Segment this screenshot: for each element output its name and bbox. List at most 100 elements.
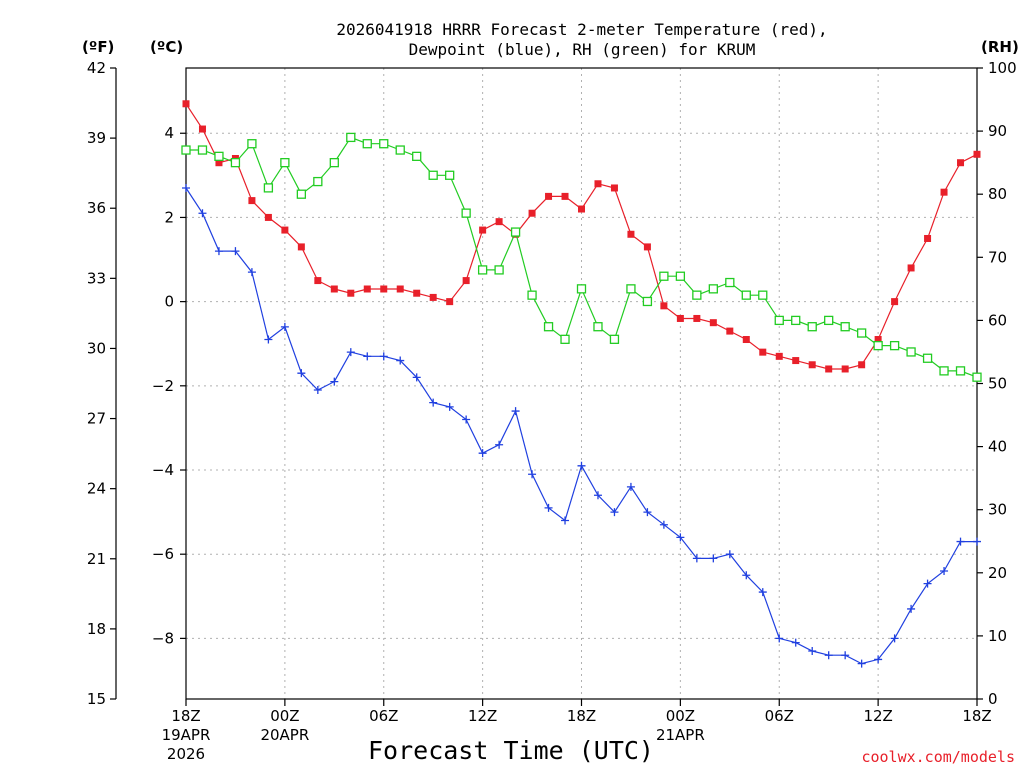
x-tick-label: 06Z bbox=[369, 707, 398, 725]
fahrenheit-tick-label: 24 bbox=[87, 480, 106, 498]
temperature-point bbox=[676, 314, 684, 322]
temperature-point bbox=[858, 361, 866, 369]
x-axis-label: Forecast Time (UTC) bbox=[368, 736, 654, 765]
dewpoint-point bbox=[643, 508, 652, 517]
temperature-point bbox=[198, 125, 206, 133]
x-tick-label: 18Z bbox=[567, 707, 596, 725]
temperature-point bbox=[693, 314, 701, 322]
rh-tick-label: 30 bbox=[988, 501, 1007, 519]
temperature-point bbox=[479, 226, 487, 234]
dewpoint-point bbox=[429, 398, 438, 407]
temperature-point bbox=[660, 302, 668, 310]
series bbox=[181, 100, 982, 668]
dewpoint-point bbox=[330, 377, 339, 386]
temperature-point bbox=[330, 285, 338, 293]
fahrenheit-tick-label: 36 bbox=[87, 199, 106, 217]
dewpoint-point bbox=[973, 537, 981, 546]
rh-point bbox=[214, 151, 224, 161]
dewpoint-point bbox=[346, 348, 355, 357]
dewpoint-point bbox=[231, 247, 240, 256]
dewpoint-point bbox=[841, 651, 850, 660]
temperature-point bbox=[561, 192, 569, 200]
dewpoint-point bbox=[742, 571, 751, 580]
dewpoint-point bbox=[923, 579, 932, 588]
dewpoint-point bbox=[264, 335, 273, 344]
credit-text: coolwx.com/models bbox=[861, 748, 1015, 766]
temperature-point bbox=[429, 293, 437, 301]
dewpoint-point bbox=[396, 356, 405, 365]
temperature-point bbox=[446, 298, 454, 306]
temperature-point bbox=[594, 180, 602, 188]
rh-point bbox=[692, 290, 702, 300]
rh-point bbox=[346, 132, 356, 143]
temperature-point bbox=[924, 234, 932, 242]
x-tick-year-label: 2026 bbox=[167, 745, 205, 763]
rh-point bbox=[807, 322, 817, 332]
rh-point bbox=[725, 277, 735, 288]
fahrenheit-tick-label: 21 bbox=[87, 550, 106, 568]
rh-point bbox=[395, 145, 405, 155]
dewpoint-point bbox=[758, 588, 767, 597]
dewpoint-point bbox=[247, 268, 256, 277]
x-tick-label: 06Z bbox=[765, 707, 794, 725]
dewpoint-point bbox=[198, 209, 207, 218]
temperature-point bbox=[775, 352, 783, 360]
rh-tick-label: 50 bbox=[988, 375, 1007, 393]
celsius-tick-label: 4 bbox=[164, 124, 174, 142]
rh-point bbox=[939, 366, 949, 376]
rh-point bbox=[543, 322, 554, 332]
temperature-point bbox=[643, 243, 651, 251]
dewpoint-point bbox=[857, 659, 866, 668]
rh-point bbox=[477, 265, 488, 275]
rh-point bbox=[873, 340, 883, 351]
dewpoint-point bbox=[544, 503, 553, 512]
temperature-point bbox=[248, 197, 256, 205]
dewpoint-point bbox=[313, 386, 322, 395]
rh-tick-label: 60 bbox=[988, 311, 1007, 329]
temperature-point bbox=[726, 327, 734, 335]
rh-line bbox=[186, 136, 978, 378]
fahrenheit-tick-label: 27 bbox=[87, 410, 106, 428]
celsius-tick-label: 0 bbox=[164, 293, 174, 311]
temperature-point bbox=[940, 188, 948, 196]
dewpoint-point bbox=[593, 491, 602, 500]
x-tick-date-label: 21APR bbox=[656, 726, 705, 744]
fahrenheit-tick-label: 18 bbox=[87, 620, 106, 638]
rh-point bbox=[510, 227, 521, 237]
temperature-point bbox=[825, 365, 833, 373]
temperature-point bbox=[907, 264, 915, 272]
dewpoint-point bbox=[511, 407, 520, 416]
rh-point bbox=[708, 284, 718, 294]
dewpoint-point bbox=[182, 183, 190, 192]
rh-point bbox=[593, 322, 603, 332]
grid bbox=[186, 68, 977, 699]
rh-point bbox=[626, 284, 636, 294]
temperature-point bbox=[742, 336, 750, 344]
x-tick-date-label: 19APR bbox=[162, 726, 211, 744]
rh-point bbox=[741, 290, 751, 300]
fahrenheit-tick-label: 15 bbox=[87, 690, 106, 708]
temperature-point bbox=[462, 277, 470, 285]
dewpoint-point bbox=[791, 638, 800, 647]
dewpoint-point bbox=[626, 482, 635, 491]
rh-point bbox=[758, 290, 768, 300]
dewpoint-point bbox=[561, 516, 570, 525]
temperature-point bbox=[808, 361, 816, 369]
celsius-tick-label: 2 bbox=[164, 208, 174, 226]
celsius-tick-label: −4 bbox=[152, 461, 174, 479]
rh-tick-label: 100 bbox=[988, 59, 1017, 77]
rh-tick-label: 0 bbox=[988, 690, 998, 708]
rh-point bbox=[362, 139, 372, 149]
fahrenheit-tick-label: 39 bbox=[87, 129, 106, 147]
rh-point bbox=[972, 372, 982, 382]
temperature-point bbox=[874, 336, 882, 344]
rh-point bbox=[461, 208, 471, 218]
fahrenheit-tick-label: 42 bbox=[87, 59, 106, 77]
temperature-point bbox=[528, 209, 536, 217]
temperature-point bbox=[759, 348, 767, 356]
rh-tick-label: 80 bbox=[988, 185, 1007, 203]
dewpoint-point bbox=[528, 470, 537, 479]
temperature-point bbox=[973, 150, 981, 158]
dewpoint-point bbox=[940, 567, 949, 576]
x-tick-label: 00Z bbox=[270, 707, 299, 725]
